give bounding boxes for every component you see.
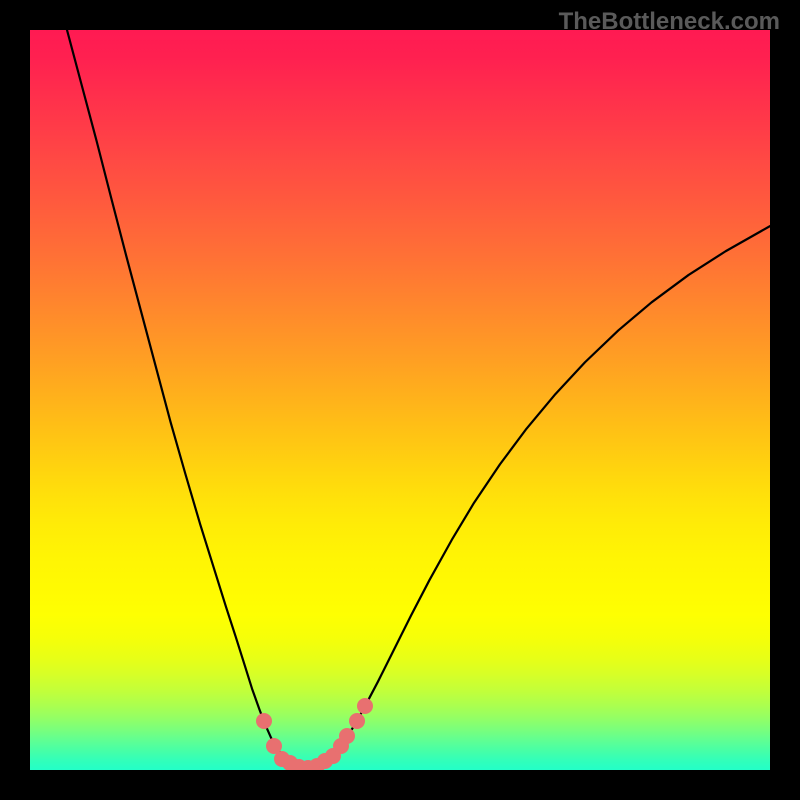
watermark-text: TheBottleneck.com — [559, 8, 780, 36]
data-marker — [339, 728, 355, 744]
curve-path — [67, 30, 770, 768]
v-curve — [30, 30, 770, 770]
data-marker — [349, 713, 365, 729]
data-marker — [256, 713, 272, 729]
chart-container: TheBottleneck.com — [0, 0, 800, 800]
plot-area — [30, 30, 770, 770]
data-marker — [357, 698, 373, 714]
